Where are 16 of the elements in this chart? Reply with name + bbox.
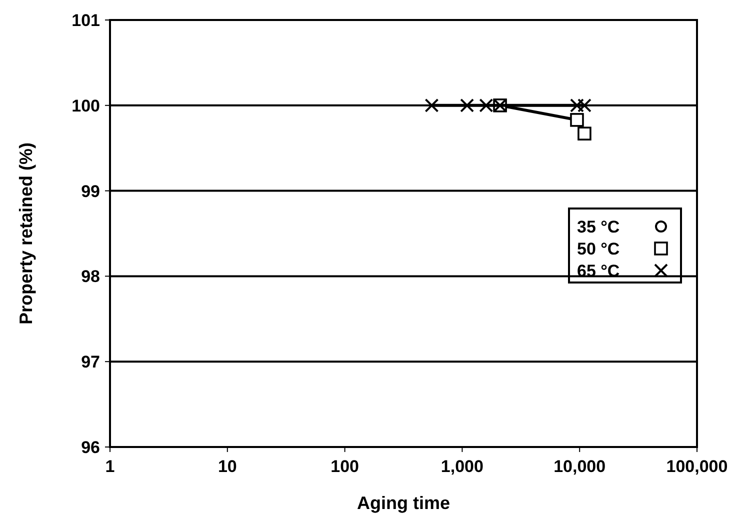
legend-label: 50 °C [577,240,620,258]
y-tick-label: 99 [81,182,100,201]
x-tick-label: 100,000 [666,457,728,476]
y-tick-label: 97 [81,352,100,372]
x-axis-title: Aging time [357,493,450,513]
y-tick-label: 101 [72,11,100,30]
x-tick-label: 1 [105,457,115,476]
y-axis-title: Property retained (%) [16,142,36,325]
y-tick-label: 100 [72,96,100,116]
y-tick-label: 96 [81,438,100,457]
legend-label: 35 °C [577,218,620,236]
x-tick-label: 100 [330,457,359,476]
x-tick-label: 10,000 [554,457,606,476]
y-tick-label: 98 [81,267,100,286]
x-tick-label: 10 [218,457,237,476]
x-tick-label: 1,000 [440,457,484,476]
